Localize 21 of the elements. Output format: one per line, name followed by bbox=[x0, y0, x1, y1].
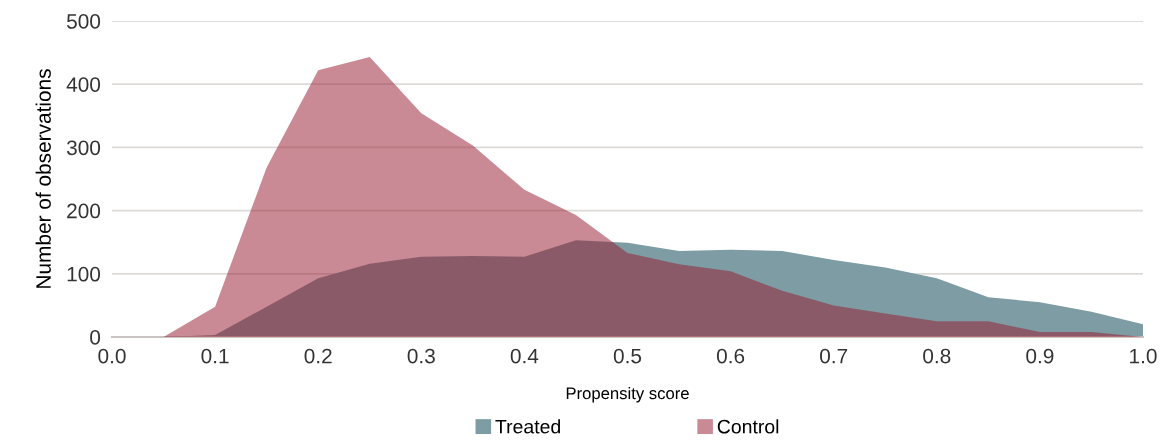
x-axis-title: Propensity score bbox=[566, 386, 689, 403]
x-tick-label: 0.9 bbox=[1026, 348, 1054, 364]
x-tick-label: 0.5 bbox=[613, 348, 642, 364]
y-tick-label: 100 bbox=[67, 266, 101, 282]
x-tick-label: 0.7 bbox=[820, 348, 848, 364]
x-tick-label: 0.2 bbox=[304, 348, 332, 364]
x-tick-label: 0.1 bbox=[201, 348, 229, 364]
legend-label: Control bbox=[717, 419, 779, 434]
x-tick-label: 0.0 bbox=[98, 348, 126, 364]
y-tick-label: 200 bbox=[67, 203, 101, 219]
x-tick-label: 0.8 bbox=[923, 348, 951, 364]
x-tick-label: 0.3 bbox=[407, 348, 435, 364]
y-axis-title: Number of observations bbox=[35, 69, 51, 288]
y-tick-label: 400 bbox=[66, 77, 101, 92]
x-tick-label: 0.4 bbox=[510, 348, 539, 364]
y-tick-label: 0 bbox=[90, 330, 101, 345]
x-tick-label: 1.0 bbox=[1130, 348, 1157, 364]
y-tick-label: 500 bbox=[66, 14, 101, 29]
x-tick-label: 0.6 bbox=[716, 348, 745, 364]
legend-label: Treated bbox=[495, 419, 560, 434]
y-tick-label: 300 bbox=[66, 140, 101, 156]
